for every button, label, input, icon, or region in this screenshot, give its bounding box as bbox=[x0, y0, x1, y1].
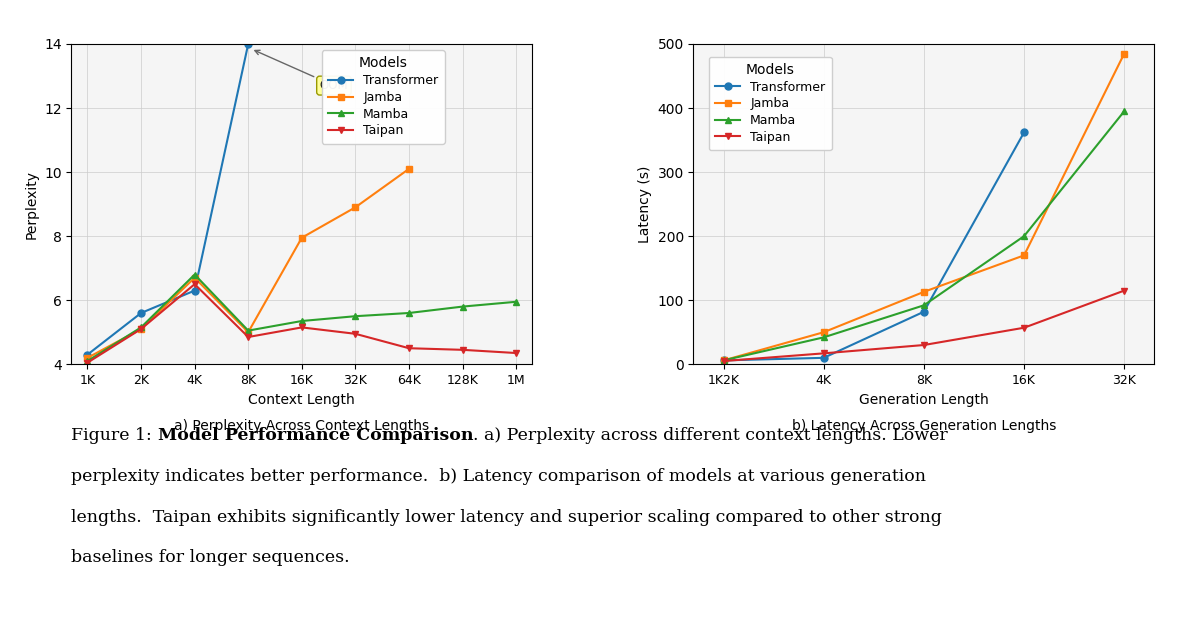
Mamba bbox=[188, 271, 202, 278]
Line: Transformer: Transformer bbox=[84, 40, 252, 358]
Line: Taipan: Taipan bbox=[84, 281, 520, 366]
Taipan bbox=[242, 333, 256, 341]
Taipan bbox=[1017, 324, 1032, 332]
Mamba bbox=[456, 303, 470, 310]
Transformer bbox=[716, 357, 731, 364]
Text: a) Perplexity Across Context Lengths: a) Perplexity Across Context Lengths bbox=[174, 419, 430, 433]
Text: . a) Perplexity across different context lengths. Lower: . a) Perplexity across different context… bbox=[474, 427, 948, 444]
Taipan bbox=[509, 349, 524, 357]
Mamba bbox=[402, 309, 416, 317]
Mamba bbox=[1117, 107, 1132, 115]
Jamba bbox=[295, 234, 309, 242]
Text: perplexity indicates better performance.  b) Latency comparison of models at var: perplexity indicates better performance.… bbox=[71, 468, 926, 485]
Jamba bbox=[402, 165, 416, 173]
Taipan bbox=[188, 280, 202, 288]
X-axis label: Context Length: Context Length bbox=[249, 392, 355, 406]
Legend: Transformer, Jamba, Mamba, Taipan: Transformer, Jamba, Mamba, Taipan bbox=[709, 57, 832, 150]
Text: Model Performance Comparison: Model Performance Comparison bbox=[157, 427, 474, 444]
Jamba bbox=[188, 274, 202, 281]
Transformer bbox=[134, 309, 149, 317]
Taipan bbox=[456, 346, 470, 354]
Y-axis label: Latency (s): Latency (s) bbox=[638, 165, 652, 243]
Y-axis label: Perplexity: Perplexity bbox=[25, 170, 38, 239]
Jamba bbox=[716, 357, 731, 364]
Mamba bbox=[716, 357, 731, 364]
Taipan bbox=[349, 330, 363, 338]
Mamba bbox=[349, 312, 363, 320]
Jamba bbox=[816, 328, 831, 336]
Transformer bbox=[188, 287, 202, 295]
Jamba bbox=[242, 328, 256, 336]
Jamba bbox=[1017, 252, 1032, 259]
Jamba bbox=[349, 203, 363, 211]
Transformer bbox=[1017, 129, 1032, 136]
Text: baselines for longer sequences.: baselines for longer sequences. bbox=[71, 550, 350, 566]
Mamba bbox=[134, 323, 149, 331]
Transformer bbox=[242, 40, 256, 48]
Line: Mamba: Mamba bbox=[720, 108, 1128, 364]
Taipan bbox=[716, 357, 731, 365]
Legend: Transformer, Jamba, Mamba, Taipan: Transformer, Jamba, Mamba, Taipan bbox=[321, 50, 445, 144]
Taipan bbox=[916, 341, 931, 349]
Text: lengths.  Taipan exhibits significantly lower latency and superior scaling compa: lengths. Taipan exhibits significantly l… bbox=[71, 509, 942, 526]
Text: b) Latency Across Generation Lengths: b) Latency Across Generation Lengths bbox=[791, 419, 1056, 433]
Mamba bbox=[816, 333, 831, 341]
Line: Taipan: Taipan bbox=[720, 287, 1128, 364]
Jamba bbox=[134, 325, 149, 333]
Line: Jamba: Jamba bbox=[720, 50, 1128, 364]
Jamba bbox=[1117, 50, 1132, 57]
Jamba bbox=[81, 354, 95, 362]
Transformer bbox=[816, 354, 831, 362]
X-axis label: Generation Length: Generation Length bbox=[859, 392, 989, 406]
Mamba bbox=[509, 298, 524, 306]
Mamba bbox=[242, 327, 256, 334]
Taipan bbox=[816, 350, 831, 357]
Jamba bbox=[916, 288, 931, 296]
Line: Jamba: Jamba bbox=[84, 165, 413, 361]
Mamba bbox=[916, 301, 931, 309]
Taipan bbox=[134, 325, 149, 333]
Text: OOM: OOM bbox=[255, 50, 349, 92]
Transformer bbox=[916, 308, 931, 315]
Mamba bbox=[81, 357, 95, 365]
Taipan bbox=[1117, 287, 1132, 295]
Transformer bbox=[81, 351, 95, 359]
Text: Figure 1:: Figure 1: bbox=[71, 427, 157, 444]
Taipan bbox=[402, 344, 416, 352]
Taipan bbox=[81, 359, 95, 366]
Mamba bbox=[295, 317, 309, 325]
Taipan bbox=[295, 323, 309, 331]
Line: Mamba: Mamba bbox=[84, 271, 520, 364]
Line: Transformer: Transformer bbox=[720, 129, 1027, 364]
Mamba bbox=[1017, 232, 1032, 240]
